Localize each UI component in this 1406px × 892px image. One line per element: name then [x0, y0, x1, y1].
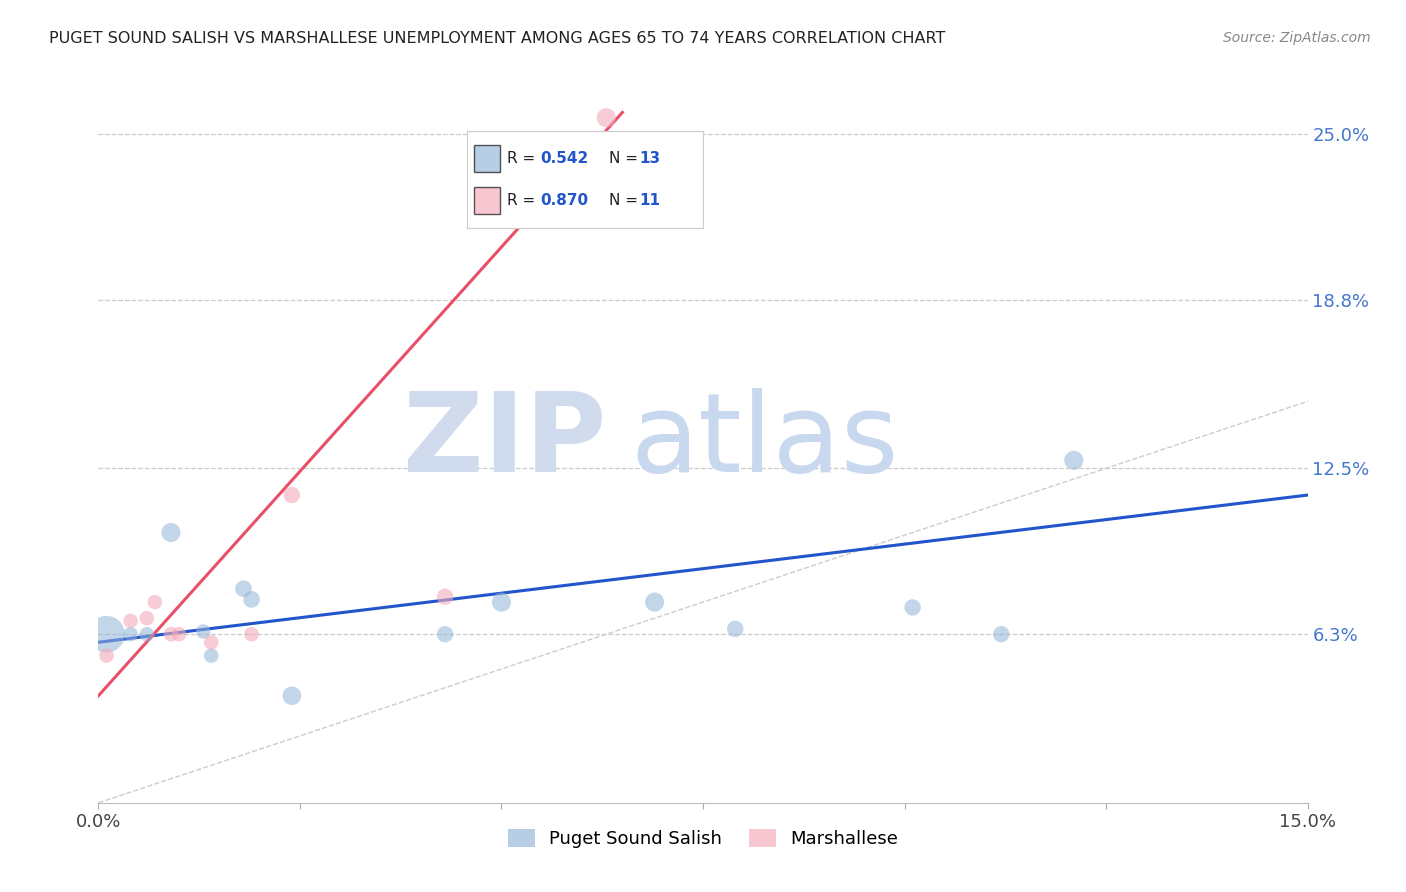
Point: [200, 635, 222, 649]
Point: [281, 689, 304, 703]
Point: [240, 592, 263, 607]
Point: [491, 595, 513, 609]
Point: [96, 627, 118, 641]
Point: [143, 595, 166, 609]
Point: [160, 525, 183, 540]
Point: [724, 622, 747, 636]
Point: [193, 624, 215, 639]
Point: [644, 595, 666, 609]
Text: PUGET SOUND SALISH VS MARSHALLESE UNEMPLOYMENT AMONG AGES 65 TO 74 YEARS CORRELA: PUGET SOUND SALISH VS MARSHALLESE UNEMPL…: [49, 31, 946, 46]
Point: [990, 627, 1012, 641]
Text: atlas: atlas: [630, 388, 898, 495]
Point: [1063, 453, 1085, 467]
Point: [901, 600, 924, 615]
Point: [200, 648, 222, 663]
Point: [96, 648, 118, 663]
Point: [434, 627, 457, 641]
Point: [281, 488, 304, 502]
Point: [120, 614, 142, 628]
Point: [240, 627, 263, 641]
Point: [167, 627, 190, 641]
Point: [160, 627, 183, 641]
Point: [434, 590, 457, 604]
Text: ZIP: ZIP: [404, 388, 606, 495]
Point: [120, 627, 142, 641]
Point: [135, 627, 157, 641]
Point: [232, 582, 254, 596]
Point: [135, 611, 157, 625]
Point: [595, 111, 617, 125]
Text: Source: ZipAtlas.com: Source: ZipAtlas.com: [1223, 31, 1371, 45]
Legend: Puget Sound Salish, Marshallese: Puget Sound Salish, Marshallese: [501, 822, 905, 855]
